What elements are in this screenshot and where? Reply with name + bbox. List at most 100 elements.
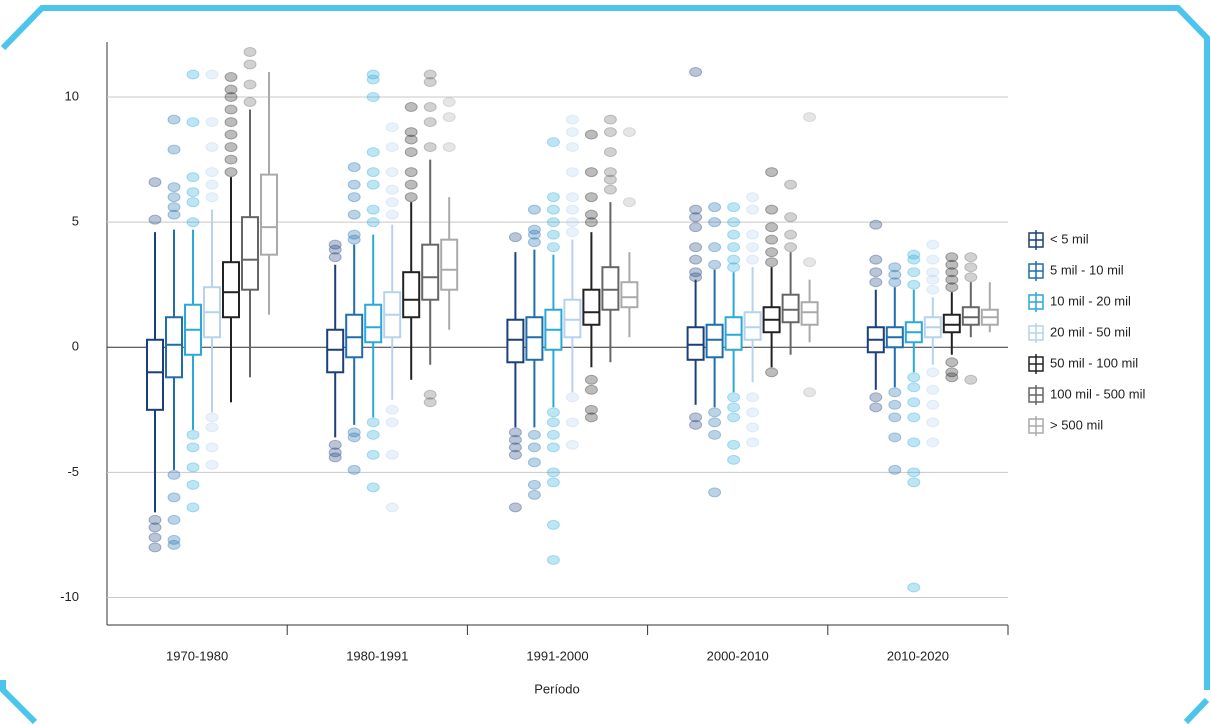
outlier: [546, 442, 560, 453]
outlier: [603, 174, 617, 185]
outlier: [689, 419, 703, 430]
outlier: [926, 254, 940, 265]
outlier: [727, 242, 741, 253]
outlier: [423, 77, 437, 88]
box: [146, 338, 164, 411]
outlier: [148, 214, 162, 225]
outlier: [366, 69, 380, 80]
box: [222, 261, 240, 319]
x-axis-label: Período: [534, 681, 580, 696]
outlier: [366, 92, 380, 103]
outlier: [385, 197, 399, 208]
outlier: [385, 209, 399, 220]
box: [525, 316, 544, 361]
outlier: [404, 147, 418, 158]
outlier: [888, 464, 902, 475]
outlier: [423, 389, 437, 400]
outlier: [746, 204, 760, 215]
outlier: [945, 372, 959, 383]
outlier: [347, 209, 361, 220]
outlier: [546, 554, 560, 565]
outlier: [746, 192, 760, 203]
outlier: [205, 422, 219, 433]
outlier: [347, 179, 361, 190]
outlier: [205, 442, 219, 453]
outlier: [603, 127, 617, 138]
outlier: [205, 117, 219, 128]
outlier: [945, 357, 959, 368]
outlier: [366, 179, 380, 190]
outlier: [508, 502, 522, 513]
outlier: [328, 447, 342, 458]
outlier: [167, 534, 181, 545]
outlier: [907, 412, 921, 423]
outlier: [186, 479, 200, 490]
box: [260, 173, 278, 256]
outlier: [442, 97, 456, 108]
outlier: [328, 452, 342, 463]
legend-label: 10 mil - 20 mil: [1050, 293, 1131, 308]
box: [563, 298, 582, 339]
y-tick-label: 10: [65, 88, 79, 103]
outlier: [205, 167, 219, 178]
box: [345, 313, 364, 359]
outlier: [926, 239, 940, 250]
box: [165, 316, 183, 379]
box: [781, 293, 800, 324]
outlier: [565, 127, 579, 138]
outlier: [508, 232, 522, 243]
legend-label: 20 mil - 50 mil: [1050, 324, 1131, 339]
outlier: [546, 137, 560, 148]
outlier: [746, 437, 760, 448]
x-tick-label: 2000-2010: [707, 648, 769, 663]
outlier: [888, 269, 902, 280]
outlier: [442, 112, 456, 123]
outlier: [546, 477, 560, 488]
outlier: [926, 437, 940, 448]
outlier: [366, 204, 380, 215]
outlier: [746, 229, 760, 240]
outlier: [689, 212, 703, 223]
outlier: [167, 144, 181, 155]
outlier: [385, 449, 399, 460]
outlier: [727, 454, 741, 465]
outlier: [907, 254, 921, 265]
outlier: [328, 439, 342, 450]
outlier: [784, 229, 798, 240]
outlier: [186, 69, 200, 80]
outlier: [366, 167, 380, 178]
outlier: [888, 399, 902, 410]
y-tick-label: -5: [67, 464, 79, 479]
outlier: [565, 227, 579, 238]
outlier: [584, 167, 598, 178]
outlier: [546, 204, 560, 215]
outlier: [328, 239, 342, 250]
outlier: [243, 79, 257, 90]
outlier: [784, 212, 798, 223]
outlier: [888, 432, 902, 443]
outlier: [765, 222, 779, 233]
outlier: [508, 449, 522, 460]
outlier: [527, 479, 541, 490]
outlier: [765, 167, 779, 178]
outlier: [347, 229, 361, 240]
outlier: [347, 427, 361, 438]
outlier: [423, 142, 437, 153]
outlier: [689, 412, 703, 423]
outlier: [727, 262, 741, 273]
outlier: [404, 167, 418, 178]
outlier: [727, 217, 741, 228]
outlier: [907, 437, 921, 448]
outlier: [167, 539, 181, 550]
outlier: [926, 367, 940, 378]
box: [326, 328, 345, 374]
outlier: [708, 242, 722, 253]
legend-label: < 5 mil: [1050, 231, 1089, 246]
outlier: [366, 449, 380, 460]
outlier: [945, 274, 959, 285]
outlier: [926, 417, 940, 428]
outlier: [907, 582, 921, 593]
outlier: [565, 114, 579, 125]
outlier: [926, 399, 940, 410]
outlier: [224, 154, 238, 165]
